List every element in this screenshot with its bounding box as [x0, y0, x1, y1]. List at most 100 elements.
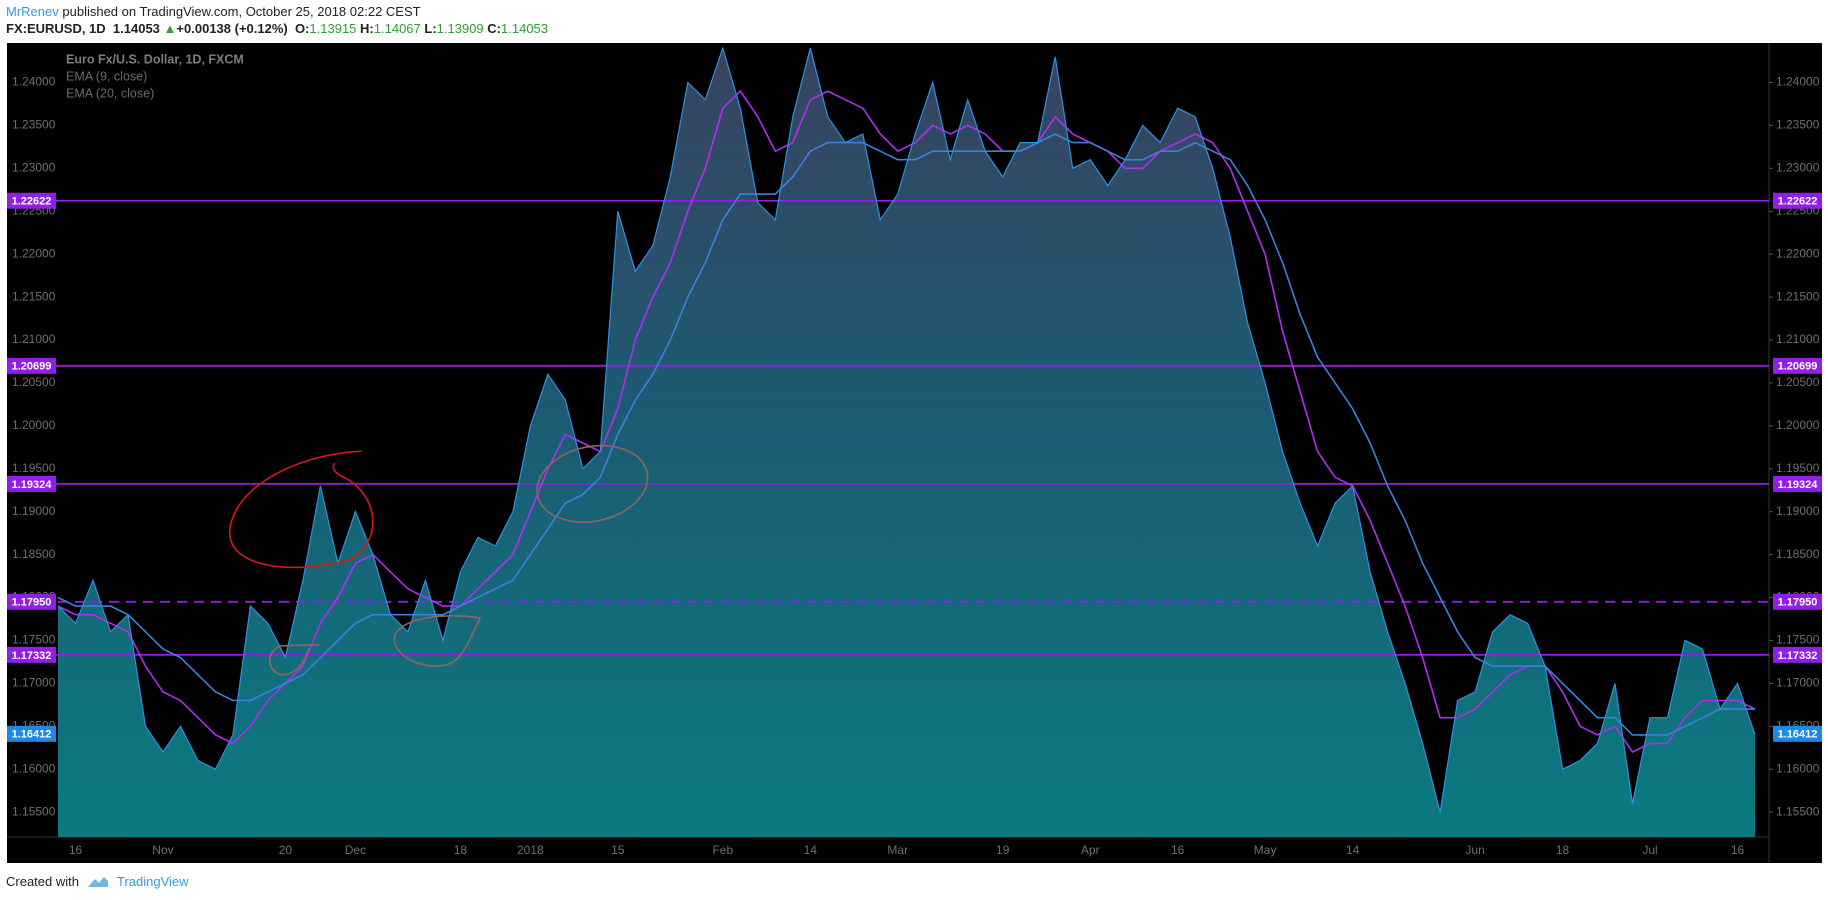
x-tick-label: Jul [1642, 843, 1657, 857]
y-tick-label: 1.21000 [1776, 332, 1820, 346]
legend-entry: Euro Fx/U.S. Dollar, 1D, FXCM [66, 52, 244, 66]
x-tick-label: 18 [454, 843, 468, 857]
plot-area [7, 46, 1769, 837]
legend: Euro Fx/U.S. Dollar, 1D, FXCM EMA (9, clo… [66, 52, 244, 100]
open: 1.13915 [309, 21, 357, 36]
y-tick-label: 1.23500 [12, 118, 56, 132]
circle-annotation [393, 615, 482, 667]
symbol: FX:EURUSD, 1D [6, 21, 106, 36]
y-tick-label: 1.20500 [1776, 375, 1820, 389]
level-box [1773, 593, 1822, 610]
y-tick-label: 1.20500 [12, 375, 56, 389]
level-box [7, 646, 56, 663]
y-tick-label: 1.23500 [1776, 118, 1820, 132]
arrow: ▲ [163, 21, 177, 36]
close: 1.14053 [501, 21, 549, 36]
last-price-label: 1.16412 [1778, 729, 1818, 741]
y-tick-label: 1.19000 [1776, 504, 1820, 518]
y-tick-label: 1.22000 [1776, 246, 1820, 260]
x-tick-label: 15 [611, 843, 625, 857]
x-tick-label: Mar [887, 843, 908, 857]
last-price-box [7, 725, 56, 742]
x-tick-label: Feb [712, 843, 733, 857]
level-label: 1.20699 [1778, 361, 1818, 373]
last-price-label: 1.16412 [12, 729, 52, 741]
h-label: H: [360, 21, 374, 36]
y-tick-label: 1.15500 [1776, 804, 1820, 818]
y-tick-label: 1.18500 [1776, 547, 1820, 561]
c-label: C: [487, 21, 502, 36]
published: published on TradingView.com, October 25… [62, 4, 421, 19]
y-tick-label: 1.16000 [1776, 761, 1820, 775]
l-label: L: [424, 21, 437, 36]
level-box [1773, 192, 1822, 209]
x-tick-label: Apr [1081, 843, 1100, 857]
o-label: O: [294, 21, 310, 36]
level-box [7, 192, 56, 209]
price: 1.14053 [112, 21, 160, 36]
y-tick-label: 1.22000 [12, 246, 56, 260]
y-tick-label: 1.17500 [1776, 633, 1820, 647]
price-line [57, 46, 1756, 813]
level-label: 1.19324 [1778, 479, 1819, 491]
y-tick-label: 1.21500 [12, 289, 56, 303]
change: +0.00138 (+0.12%) [176, 21, 288, 36]
x-tick-label: 18 [1556, 843, 1570, 857]
x-tick-label: May [1254, 843, 1277, 857]
x-tick-label: 16 [69, 843, 83, 857]
level-label: 1.20699 [12, 361, 52, 373]
level-box [7, 357, 56, 374]
level-box [1773, 646, 1822, 663]
brand[interactable]: TradingView [116, 874, 189, 889]
x-tick-label: Jun [1465, 843, 1484, 857]
y-tick-label: 1.24000 [1776, 75, 1820, 89]
level-box [1773, 357, 1822, 374]
x-tick-label: 16 [1731, 843, 1745, 857]
brand-logo [87, 876, 108, 887]
level-label: 1.22622 [12, 196, 52, 208]
y-tick-label: 1.20000 [12, 418, 56, 432]
level-box [1773, 475, 1822, 492]
level-label: 1.19324 [12, 479, 53, 491]
x-tick-label: 2018 [517, 843, 544, 857]
level-label: 1.17950 [1778, 597, 1818, 609]
x-tick-label: 14 [1346, 843, 1360, 857]
low: 1.13909 [436, 21, 484, 36]
legend-entry: EMA (9, close) [66, 69, 147, 83]
last-price-box [1773, 725, 1822, 742]
x-tick-label: Dec [345, 843, 366, 857]
publish-line: MrRenev published on TradingView.com, Oc… [6, 4, 421, 19]
hand-drawings [228, 444, 649, 676]
level-label: 1.17332 [1778, 650, 1818, 662]
legend-entry: EMA (20, close) [66, 86, 154, 100]
y-tick-label: 1.21500 [1776, 289, 1820, 303]
y-tick-label: 1.15500 [12, 804, 56, 818]
y-tick-label: 1.17000 [12, 676, 56, 690]
author[interactable]: MrRenev [6, 4, 59, 19]
x-tick-label: 14 [804, 843, 818, 857]
created-with: Created with [6, 874, 79, 889]
y-tick-label: 1.23000 [12, 160, 56, 174]
level-box [7, 475, 56, 492]
y-tick-label: 1.18500 [12, 547, 56, 561]
x-tick-label: 19 [996, 843, 1010, 857]
footer: Created with TradingView [6, 874, 189, 889]
y-tick-label: 1.20000 [1776, 418, 1820, 432]
red-annotation [228, 450, 374, 569]
y-tick-label: 1.19500 [1776, 461, 1820, 475]
y-tick-label: 1.17500 [12, 633, 56, 647]
y-tick-label: 1.24000 [12, 75, 56, 89]
y-tick-label: 1.19000 [12, 504, 56, 518]
y-tick-label: 1.19500 [12, 461, 56, 475]
ema-line [57, 133, 1755, 736]
circle-annotation [268, 643, 321, 676]
level-label: 1.17950 [12, 597, 52, 609]
level-label: 1.17332 [12, 650, 52, 662]
high: 1.14067 [373, 21, 421, 36]
circle-annotation [536, 444, 649, 524]
level-box [7, 593, 56, 610]
x-tick-label: Nov [152, 843, 173, 857]
ema-line [57, 89, 1756, 754]
y-tick-label: 1.23000 [1776, 160, 1820, 174]
